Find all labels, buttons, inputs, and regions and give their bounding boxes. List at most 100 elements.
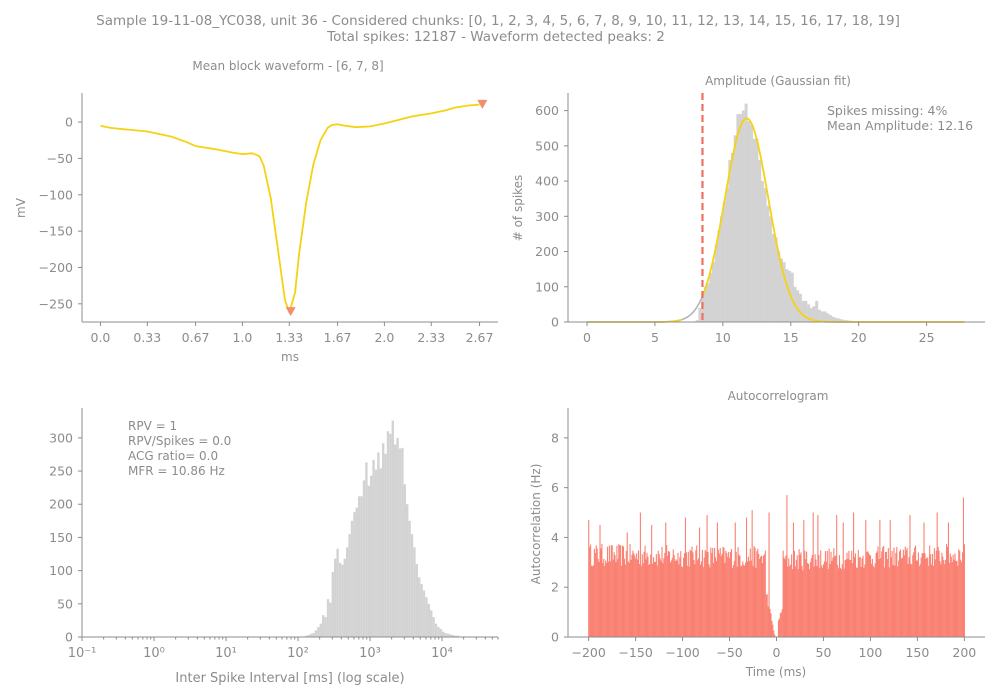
isi-bar [370,475,373,637]
acg-bar [685,552,687,637]
acg-bar [940,564,942,637]
acg-bar [884,552,887,637]
acg-bar [654,561,656,637]
isi-bar [329,602,332,637]
isi-ytick-label: 250 [49,464,73,479]
amplitude-bar [815,300,819,322]
acg-bar [689,549,691,637]
isi-bar [401,447,404,637]
amplitude-bar [709,272,713,322]
amplitude-bar [739,114,743,322]
acg-bar [646,552,648,637]
acg-xtick-label: 50 [816,645,832,660]
acg-bar [925,559,927,637]
acg-bar [616,545,618,637]
isi-bar [415,564,418,637]
acg-bar [845,559,847,637]
amplitude-bar [785,269,789,322]
acg-bar [750,560,752,637]
acg-bar [683,557,685,637]
acg-bar [714,548,716,637]
acg-bar [701,549,703,637]
acg-bar [921,553,923,637]
acg-bar [684,517,687,637]
acg-bar [680,551,682,637]
acg-bar [848,550,850,637]
amplitude-bar [807,304,811,322]
acg-bar [943,560,945,637]
acg-bar [653,562,656,637]
acg-bar [888,567,890,637]
acg-bar [744,565,746,637]
acg-bar [728,552,730,637]
acg-bar [627,561,629,637]
acg-bar [939,561,941,637]
acg-bar [851,550,853,637]
acg-bar [686,565,688,637]
acg-bar [796,555,798,637]
acg-bar [782,550,784,637]
acg-bar [596,548,598,637]
acg-bar [599,525,601,637]
acg-bar [802,570,804,637]
acg-bar [813,566,815,637]
isi-xtick-label: 10⁻¹ [68,646,97,661]
acg-bar [660,560,662,637]
acg-bar [733,560,735,637]
acg-bar [822,567,824,637]
amplitude-bar [842,319,846,322]
acg-bar [896,547,898,637]
amplitude-xtick-label: 20 [851,330,867,345]
acg-xtick-label: −200 [571,645,605,660]
waveform-xlabel: ms [281,350,299,364]
acg-bar [850,560,852,637]
acg-bar [742,561,744,637]
acg-bar [614,555,616,637]
acg-bar [926,557,928,637]
acg-bar [632,550,634,637]
isi-bar [449,634,452,637]
waveform-ytick-label: −150 [39,224,73,239]
acg-bar [639,512,641,637]
acg-bar [769,608,771,637]
acg-bar [713,563,715,637]
acg-bar [883,546,885,637]
amplitude-bar [839,319,843,322]
acg-bar [872,565,874,637]
acg-bar [598,562,600,637]
acg-bar [692,552,694,637]
isi-panel: Inter Spike Interval [ms] (log scale) RP… [49,408,499,686]
isi-bar [326,599,330,637]
acg-bar [808,569,810,637]
acg-bar [605,560,607,637]
acg-bar [797,569,799,637]
acg-bar [629,544,631,637]
acg-bar [675,559,677,637]
acg-bar [671,557,673,637]
acg-bar [720,556,722,637]
isi-bar [331,572,334,637]
acg-bar [784,559,786,637]
acg-bar [765,594,767,637]
acg-bar [787,566,789,637]
acg-bar [729,557,731,637]
acg-bar [745,517,748,637]
acg-bar [623,558,625,637]
acg-bar [606,546,609,637]
acg-bar [953,559,955,637]
acg-bar [764,550,766,637]
waveform-peak-marker [477,99,488,109]
acg-bar [661,546,663,637]
acg-bar [822,564,825,637]
acg-bar [615,562,617,637]
amplitude-bar [714,244,718,322]
acg-bar [823,561,826,637]
acg-bar [761,555,763,637]
amplitude-bar [828,315,832,322]
amplitude-bar [823,311,827,322]
waveform-ytick-label: −250 [39,296,73,311]
acg-bar [865,520,867,637]
acg-bar [931,554,934,637]
acg-bar [878,559,880,637]
acg-bar [946,547,949,637]
